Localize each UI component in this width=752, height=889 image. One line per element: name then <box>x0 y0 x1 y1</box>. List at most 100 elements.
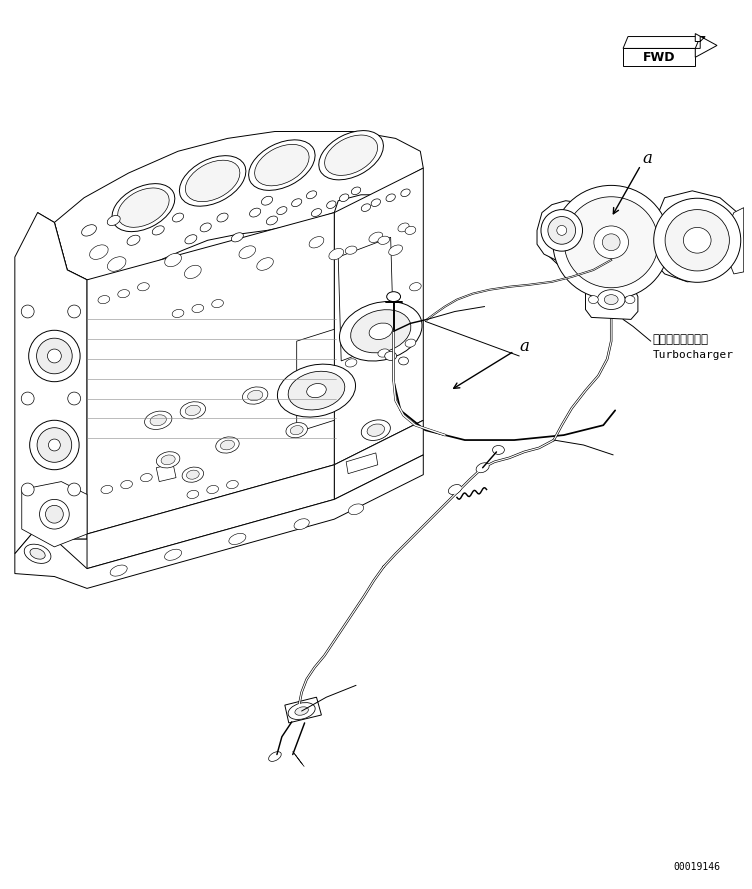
Ellipse shape <box>399 357 408 364</box>
Ellipse shape <box>594 226 629 259</box>
Ellipse shape <box>398 223 409 232</box>
Ellipse shape <box>255 144 309 186</box>
Ellipse shape <box>68 305 80 318</box>
Ellipse shape <box>277 364 356 417</box>
Ellipse shape <box>161 455 175 465</box>
Ellipse shape <box>493 445 505 454</box>
Ellipse shape <box>141 474 152 482</box>
Ellipse shape <box>294 519 309 530</box>
Ellipse shape <box>345 246 357 254</box>
Ellipse shape <box>351 187 361 195</box>
Ellipse shape <box>200 223 211 232</box>
Ellipse shape <box>112 184 174 232</box>
Ellipse shape <box>47 349 62 363</box>
Ellipse shape <box>369 323 393 340</box>
Ellipse shape <box>250 208 261 217</box>
Polygon shape <box>335 420 423 500</box>
Ellipse shape <box>350 309 411 353</box>
Ellipse shape <box>369 232 383 243</box>
Ellipse shape <box>247 390 262 401</box>
Ellipse shape <box>290 426 303 435</box>
Ellipse shape <box>307 383 326 397</box>
Ellipse shape <box>288 372 345 410</box>
Ellipse shape <box>37 338 72 373</box>
Polygon shape <box>696 34 717 57</box>
Ellipse shape <box>476 463 490 473</box>
Ellipse shape <box>553 186 669 299</box>
Ellipse shape <box>277 206 287 214</box>
Ellipse shape <box>306 191 317 199</box>
Ellipse shape <box>192 304 204 313</box>
Ellipse shape <box>156 452 180 468</box>
Ellipse shape <box>180 156 246 206</box>
Ellipse shape <box>367 424 384 436</box>
Polygon shape <box>22 482 87 547</box>
Ellipse shape <box>268 752 281 761</box>
Ellipse shape <box>37 428 71 462</box>
Polygon shape <box>384 325 408 352</box>
Ellipse shape <box>186 160 240 202</box>
Ellipse shape <box>21 392 34 405</box>
Polygon shape <box>156 464 176 482</box>
Ellipse shape <box>348 504 364 515</box>
Ellipse shape <box>212 300 223 308</box>
Polygon shape <box>15 455 423 589</box>
Ellipse shape <box>361 420 390 440</box>
Polygon shape <box>38 212 87 539</box>
Polygon shape <box>346 453 378 474</box>
Ellipse shape <box>98 295 110 304</box>
Ellipse shape <box>305 371 328 387</box>
Polygon shape <box>542 203 681 284</box>
Ellipse shape <box>325 135 378 175</box>
Ellipse shape <box>226 480 238 489</box>
Ellipse shape <box>117 188 169 228</box>
Ellipse shape <box>89 244 108 260</box>
Ellipse shape <box>118 290 129 298</box>
Ellipse shape <box>150 415 166 426</box>
Polygon shape <box>54 132 423 280</box>
Ellipse shape <box>29 420 79 469</box>
Ellipse shape <box>292 199 302 206</box>
Ellipse shape <box>597 290 625 309</box>
Ellipse shape <box>405 227 416 235</box>
Text: a: a <box>643 149 653 167</box>
Polygon shape <box>730 208 744 274</box>
Ellipse shape <box>589 296 599 303</box>
Ellipse shape <box>29 331 80 381</box>
Ellipse shape <box>541 210 583 252</box>
Ellipse shape <box>21 483 34 496</box>
Ellipse shape <box>185 235 197 244</box>
Ellipse shape <box>68 392 80 405</box>
Polygon shape <box>586 280 638 319</box>
Ellipse shape <box>242 387 268 404</box>
Text: FWD: FWD <box>642 51 675 64</box>
Ellipse shape <box>232 233 244 242</box>
Ellipse shape <box>165 253 181 267</box>
Ellipse shape <box>387 292 401 301</box>
Ellipse shape <box>339 301 422 361</box>
Text: 00019146: 00019146 <box>673 862 720 872</box>
Ellipse shape <box>684 228 711 253</box>
Ellipse shape <box>182 467 204 482</box>
Ellipse shape <box>184 265 202 278</box>
Ellipse shape <box>229 533 246 544</box>
Ellipse shape <box>256 258 274 270</box>
Ellipse shape <box>319 131 384 180</box>
Ellipse shape <box>68 483 80 496</box>
Polygon shape <box>647 191 744 282</box>
Polygon shape <box>647 214 687 264</box>
Ellipse shape <box>405 339 416 348</box>
Ellipse shape <box>548 217 575 244</box>
Ellipse shape <box>361 204 371 212</box>
Ellipse shape <box>24 544 51 564</box>
Polygon shape <box>537 201 587 260</box>
Ellipse shape <box>371 199 381 206</box>
Ellipse shape <box>288 702 315 719</box>
Ellipse shape <box>152 226 164 235</box>
Ellipse shape <box>401 189 410 196</box>
Polygon shape <box>603 193 628 214</box>
Ellipse shape <box>108 215 120 226</box>
Ellipse shape <box>121 480 132 489</box>
Polygon shape <box>87 465 335 569</box>
Ellipse shape <box>605 294 618 305</box>
